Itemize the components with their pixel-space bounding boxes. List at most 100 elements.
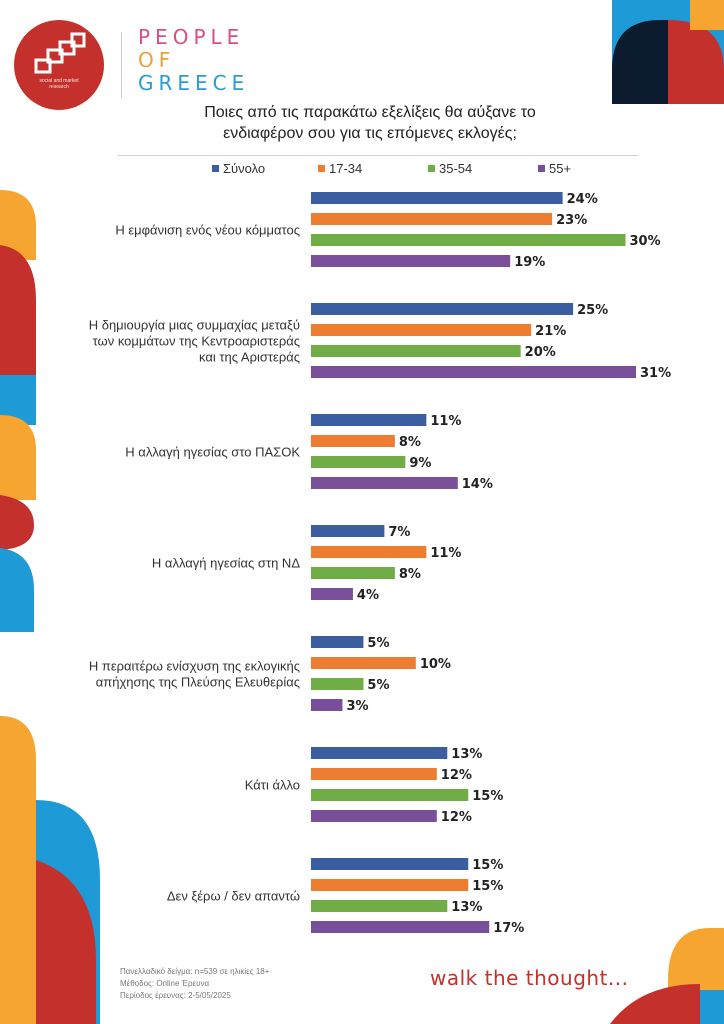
bar (311, 699, 343, 711)
data-label: 15% (472, 879, 503, 894)
logo-mark-icon (34, 32, 86, 74)
data-label: 21% (535, 324, 566, 339)
category-label: Δεν ξέρω / δεν απαντώ (167, 889, 300, 904)
bar (311, 879, 469, 891)
brand-name-line2: OF (138, 48, 176, 72)
bar (311, 324, 532, 336)
data-label: 13% (451, 747, 482, 762)
bar (311, 255, 511, 267)
data-label: 11% (430, 546, 461, 561)
data-label: 5% (367, 636, 389, 651)
brand-divider (121, 32, 122, 98)
bar (311, 546, 427, 558)
deco-blue-bottom-right (700, 990, 724, 1024)
data-label: 20% (525, 345, 556, 360)
data-label: 12% (441, 810, 472, 825)
deco-yellow-bottom-left (0, 716, 36, 1024)
methodology-method: Μέθοδος: Online Έρευνα (120, 979, 210, 988)
bar (311, 477, 458, 489)
title-divider (118, 155, 638, 156)
category-label: Η αλλαγή ηγεσίας στη ΝΔ (152, 556, 300, 571)
bar (311, 213, 553, 225)
category-label: Η εμφάνιση ενός νέου κόμματος (115, 223, 300, 238)
bar (311, 345, 521, 357)
logo-caption-line1: social and market (39, 78, 79, 84)
data-label: 9% (409, 456, 431, 471)
data-label: 11% (430, 414, 461, 429)
bar (311, 636, 364, 648)
bar (311, 525, 385, 537)
bar (311, 858, 469, 870)
legend-swatch (318, 165, 325, 172)
bar (311, 810, 437, 822)
deco-navy-top-right (612, 20, 668, 104)
category-label: των κομμάτων της Κεντροαριστεράς (93, 334, 300, 349)
data-label: 15% (472, 858, 503, 873)
data-label: 25% (577, 303, 608, 318)
chart-title-line2: ενδιαφέρον σου για τις επόμενες εκλογές; (223, 125, 517, 142)
legend-label: 35-54 (439, 161, 472, 176)
bar (311, 789, 469, 801)
data-label: 13% (451, 900, 482, 915)
category-label: και της Αριστεράς (199, 350, 300, 365)
data-label: 8% (399, 567, 421, 582)
bar (311, 456, 406, 468)
deco-red-bottom-left (36, 860, 96, 1024)
data-label: 5% (367, 678, 389, 693)
category-label: Η αλλαγή ηγεσίας στο ΠΑΣΟΚ (125, 445, 300, 460)
data-label: 30% (630, 234, 661, 249)
bar (311, 435, 395, 447)
category-label: απήχησης της Πλεύσης Ελευθερίας (96, 675, 300, 690)
deco-blue-left-2 (0, 548, 34, 632)
data-label: 19% (514, 255, 545, 270)
category-label: Κάτι άλλο (245, 778, 300, 793)
data-label: 31% (640, 366, 671, 381)
logo-caption-line2: research (49, 84, 69, 90)
data-label: 10% (420, 657, 451, 672)
deco-yellow-left-2 (0, 415, 36, 500)
brand-name: PEOPLE OF GREECE (138, 26, 249, 95)
brand-name-line3: GREECE (138, 71, 250, 95)
data-label: 12% (441, 768, 472, 783)
legend-label: 17-34 (329, 161, 362, 176)
deco-yellow-left-1 (0, 190, 36, 260)
legend-swatch (212, 165, 219, 172)
data-label: 4% (357, 588, 379, 603)
data-label: 14% (462, 477, 493, 492)
chart-title-line1: Ποιες από τις παρακάτω εξελίξεις θα αύξα… (204, 104, 536, 121)
chart-title: Ποιες από τις παρακάτω εξελίξεις θα αύξα… (120, 102, 620, 144)
bar (311, 657, 416, 669)
data-label: 7% (388, 525, 410, 540)
legend-label: Σύνολο (223, 161, 265, 176)
data-label: 15% (472, 789, 503, 804)
data-label: 8% (399, 435, 421, 450)
category-label: Η δημιουργία μιας συμμαχίας μεταξύ (89, 318, 300, 333)
deco-red-bottom-right (610, 984, 700, 1024)
bar (311, 678, 364, 690)
data-label: 23% (556, 213, 587, 228)
deco-red-top-right (668, 20, 724, 104)
legend-label: 55+ (549, 161, 571, 176)
bar (311, 747, 448, 759)
bar (311, 921, 490, 933)
methodology-period: Περίοδος έρευνας: 2-5/05/2025 (120, 991, 231, 1000)
legend-swatch (538, 165, 545, 172)
bar (311, 414, 427, 426)
bar (311, 768, 437, 780)
deco-red-left-2 (0, 495, 34, 550)
data-label: 17% (493, 921, 524, 936)
category-label: Η περαιτέρω ενίσχυση της εκλογικής (89, 659, 300, 674)
bar (311, 192, 563, 204)
bar (311, 366, 636, 378)
brand-name-line1: PEOPLE (138, 25, 245, 49)
methodology-note: Πανελλαδικό δείγμα: n=539 σε ηλικίες 18+… (120, 966, 269, 1002)
tagline: walk the thought... (430, 966, 629, 990)
logo (14, 20, 104, 110)
bar (311, 900, 448, 912)
deco-orange-top-right (690, 0, 724, 30)
methodology-sample: Πανελλαδικό δείγμα: n=539 σε ηλικίες 18+ (120, 967, 270, 976)
bar (311, 567, 395, 579)
legend-swatch (428, 165, 435, 172)
bar (311, 303, 574, 315)
